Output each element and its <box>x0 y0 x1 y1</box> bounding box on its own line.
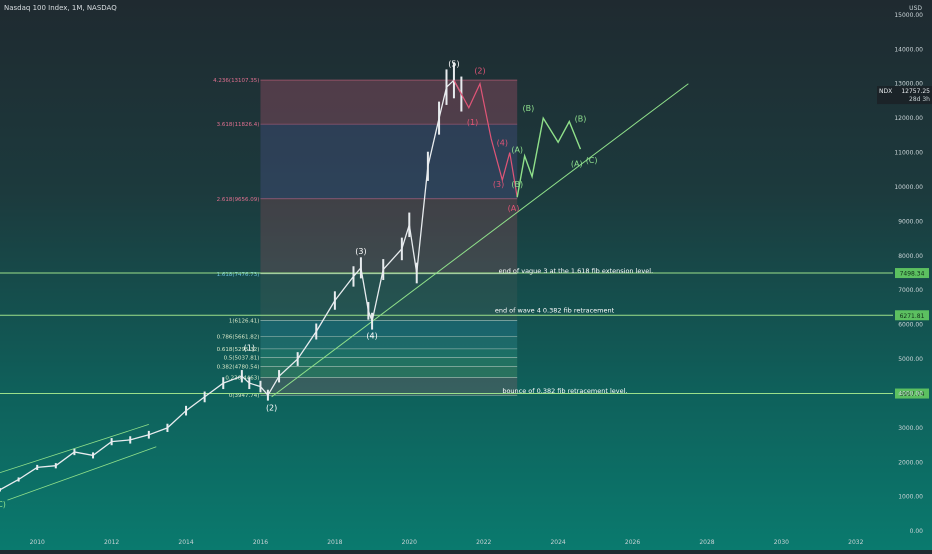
wave-label: (C) <box>0 500 6 509</box>
annotation-text: end of vague 3 at the 1.618 fib extensio… <box>499 267 654 275</box>
wave-label: (3) <box>355 247 366 256</box>
fib-zone <box>260 357 518 367</box>
y-tick-label: 0.00 <box>910 528 924 535</box>
y-tick-label: 2000.00 <box>898 459 923 466</box>
projected-recovery-path <box>516 116 582 198</box>
x-tick-label: 2026 <box>625 539 640 546</box>
x-tick-label: 2012 <box>104 539 119 546</box>
y-tick-label: 8000.00 <box>898 253 923 260</box>
wave-label: (4) <box>497 139 508 148</box>
wave-label: (1) <box>467 118 478 127</box>
fib-zone <box>260 336 518 349</box>
y-tick-label: 10000.00 <box>894 184 923 191</box>
current-price-symbol: NDX <box>879 88 892 95</box>
fib-level-label: 0.5(5037.81) <box>224 356 260 362</box>
fib-level-label: 1(6126.41) <box>229 318 260 324</box>
x-tick-label: 2010 <box>30 539 45 546</box>
fib-level-label: 0.382(4780.54) <box>217 365 260 371</box>
currency-label: USD <box>909 5 922 12</box>
trendline <box>271 83 689 398</box>
wave-label: (C) <box>586 156 598 165</box>
price-tag-bg <box>895 268 929 279</box>
fib-level-label: 0.786(5661.82) <box>217 334 260 340</box>
fib-zone <box>260 273 518 321</box>
price-line <box>0 79 462 491</box>
wave-label: (A) <box>571 159 583 168</box>
y-tick-label: 13000.00 <box>894 81 923 88</box>
x-tick-label: 2016 <box>253 539 268 546</box>
y-tick-label: 3000.00 <box>898 425 923 432</box>
annotation-text: bounce of 0.382 fib retracement level. <box>502 387 627 395</box>
y-tick-label: 7000.00 <box>898 287 923 294</box>
fib-zone <box>260 198 518 274</box>
fib-level-label: 3.618(11826.4) <box>217 122 260 128</box>
y-tick-label: 9000.00 <box>898 218 923 225</box>
x-tick-label: 2022 <box>476 539 491 546</box>
x-tick-label: 2024 <box>550 539 565 546</box>
x-tick-label: 2030 <box>774 539 789 546</box>
fib-level-label: 0.618(5295.32) <box>217 347 260 353</box>
x-tick-label: 2018 <box>327 539 342 546</box>
wave-label: (2) <box>474 66 485 75</box>
channel-lower-line <box>7 446 157 501</box>
fib-zone <box>260 348 518 358</box>
price-tag-label: 6271.81 <box>900 313 925 320</box>
fib-zone <box>260 377 518 396</box>
current-price-tag-bg <box>877 86 932 105</box>
wave-label: (A) <box>508 204 520 213</box>
y-tick-label: 12000.00 <box>894 115 923 122</box>
projected-decline-path <box>453 79 518 198</box>
price-tag-bg <box>895 388 929 399</box>
y-tick-label: 4000.00 <box>898 390 923 397</box>
price-tag-label: 3997.74 <box>900 391 925 398</box>
fib-level-label: 0(3947.74) <box>229 393 260 399</box>
chart-title: Nasdaq 100 Index, 1M, NASDAQ <box>4 4 117 12</box>
wave-label: (3) <box>493 180 504 189</box>
price-tag-label: 7498.34 <box>900 271 925 278</box>
x-tick-label: 2020 <box>402 539 417 546</box>
y-tick-label: 5000.00 <box>898 356 923 363</box>
candle-countdown: 28d 3h <box>909 96 930 103</box>
x-tick-label: 2028 <box>699 539 714 546</box>
fib-level-label: 4.236(13107.35) <box>213 78 259 84</box>
fib-zone <box>260 320 518 337</box>
y-tick-label: 11000.00 <box>894 150 923 157</box>
wave-label: (B) <box>511 180 523 189</box>
fib-level-label: 1.618(7476.73) <box>217 272 260 278</box>
x-tick-label: 2014 <box>178 539 193 546</box>
y-tick-label: 1000.00 <box>898 494 923 501</box>
wave-label: (1) <box>244 343 255 352</box>
wave-label: (5) <box>448 60 459 69</box>
wave-label: (2) <box>266 404 277 413</box>
wave-label: (B) <box>522 104 534 113</box>
wave-label: (A) <box>511 146 523 155</box>
y-tick-label: 6000.00 <box>898 322 923 329</box>
y-tick-label: 14000.00 <box>894 46 923 53</box>
channel-upper-line <box>0 424 149 473</box>
current-price-value: 12757.25 <box>901 88 930 95</box>
wave-label: (4) <box>366 331 377 340</box>
fib-level-label: 2.618(9656.09) <box>217 197 260 203</box>
fib-zone <box>260 124 518 199</box>
price-tag-bg <box>895 310 929 321</box>
annotation-text: end of wave 4 0.382 fib retracement <box>495 307 615 315</box>
fib-zone <box>260 366 518 378</box>
y-tick-label: 15000.00 <box>894 12 923 19</box>
x-tick-label: 2032 <box>848 539 863 546</box>
wave-label: (B) <box>575 115 587 124</box>
fib-zone <box>260 80 518 125</box>
